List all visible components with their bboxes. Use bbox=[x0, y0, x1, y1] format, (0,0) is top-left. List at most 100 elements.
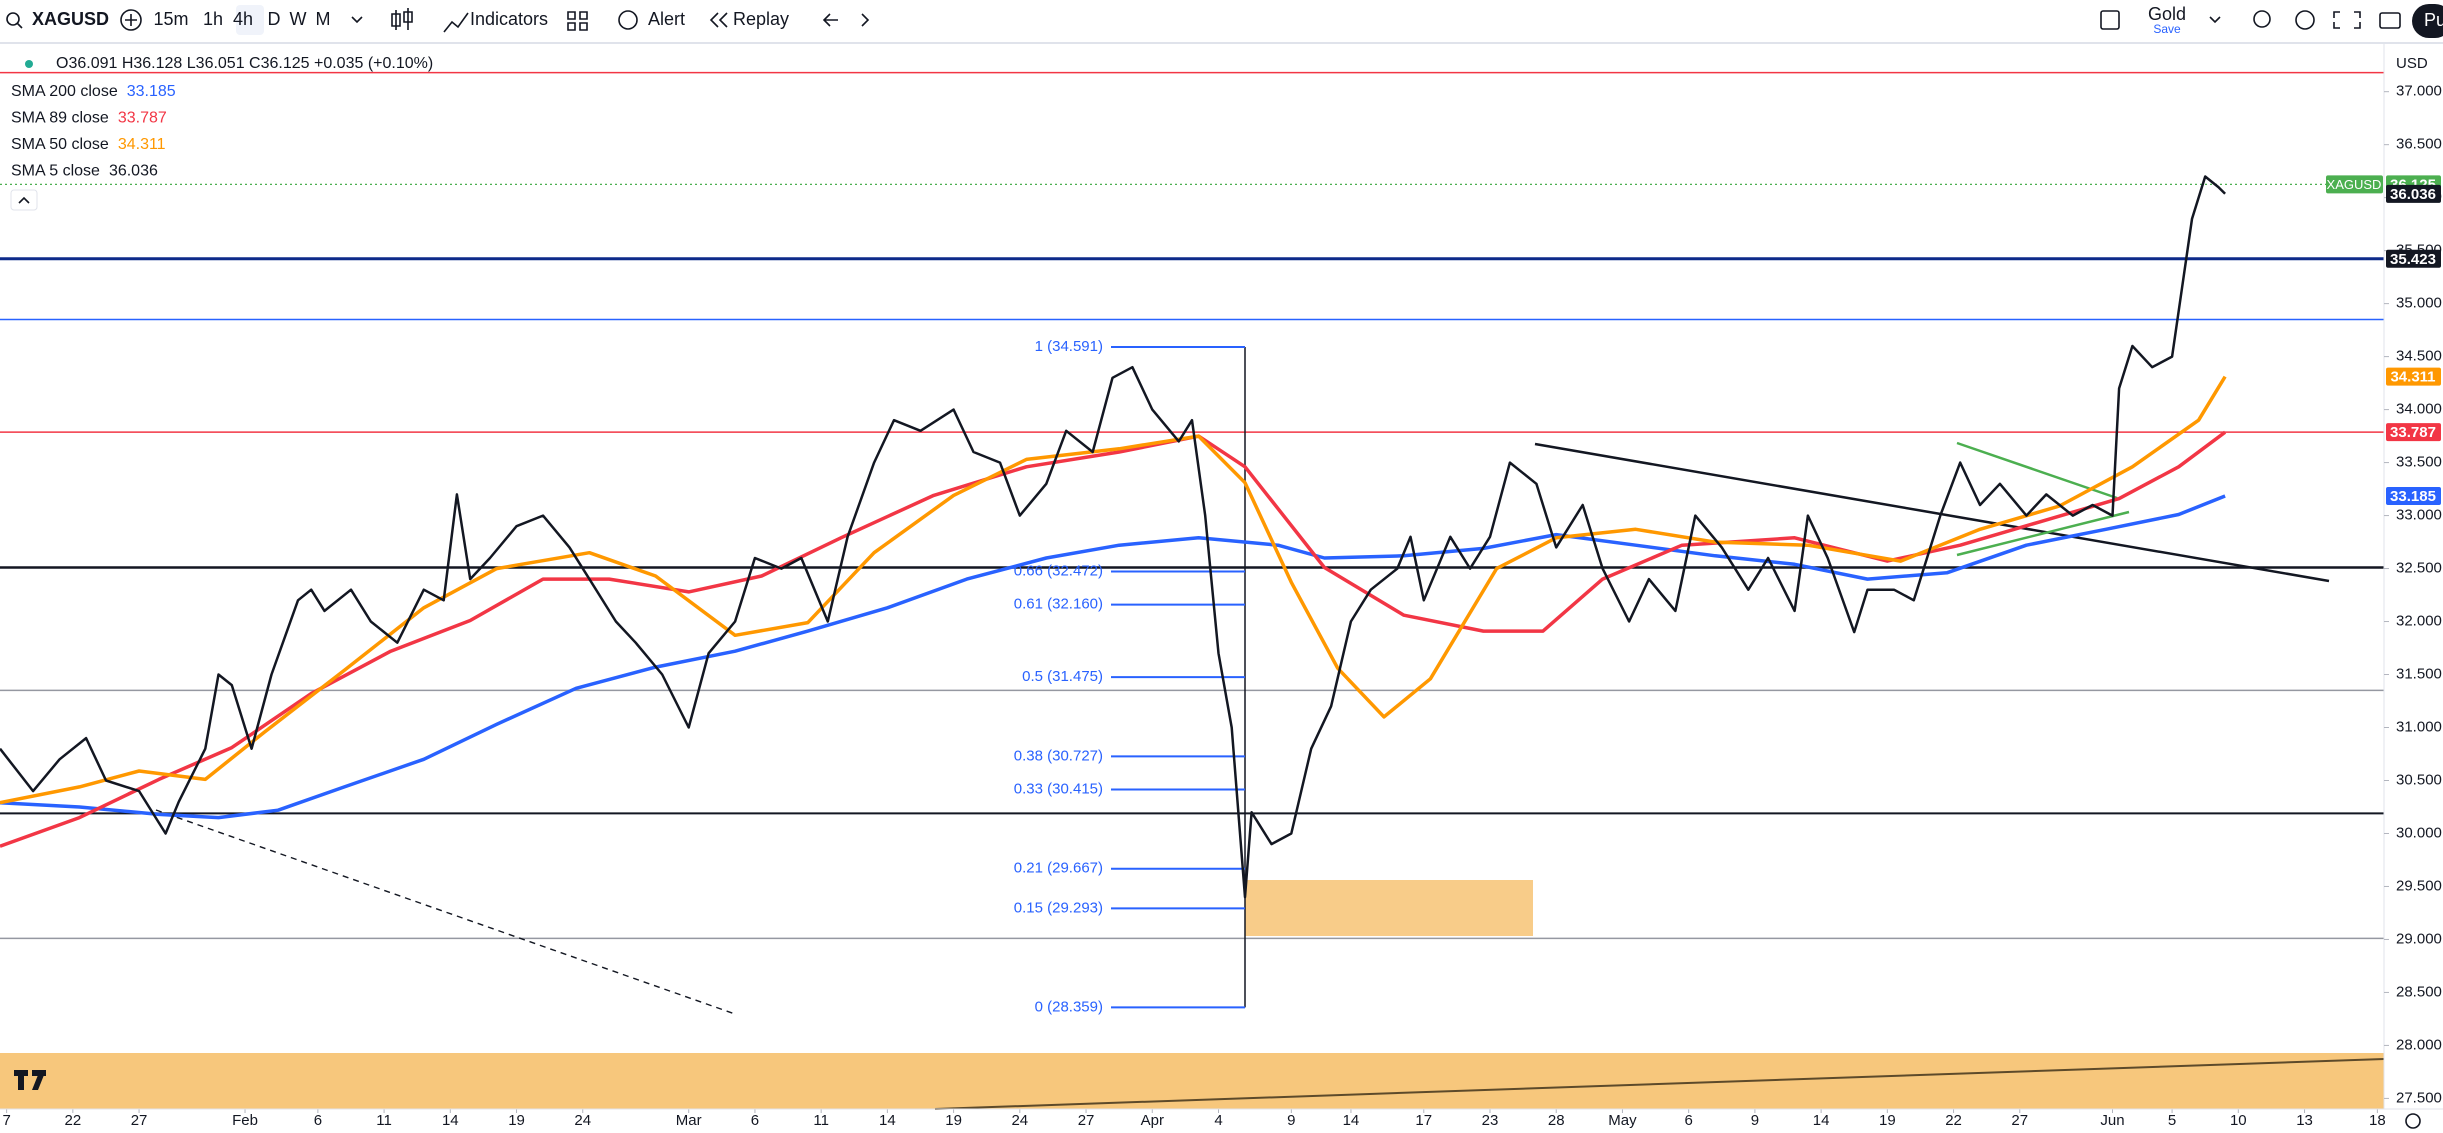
x-tick-label: 19 bbox=[508, 1112, 525, 1129]
interval[interactable]: M bbox=[316, 9, 331, 29]
fib-label: 0.33 (30.415) bbox=[1014, 780, 1103, 797]
y-tick-label: 34.000 bbox=[2396, 401, 2442, 418]
indicators-button[interactable]: Indicators bbox=[470, 9, 548, 29]
legend-name: SMA 200 close bbox=[11, 83, 118, 100]
fib-retracement: 1 (34.591) 0.66 (32.472) 0.61 (32.160) 0.5 … bbox=[1014, 338, 1246, 1015]
y-tick-label: 30.500 bbox=[2396, 771, 2442, 788]
series-line bbox=[0, 494, 2226, 820]
horizontal-lines bbox=[0, 71, 2384, 940]
y-tick-label: 29.500 bbox=[2396, 877, 2442, 894]
symbol-badge-bg bbox=[2326, 175, 2383, 194]
x-tick-label: 17 bbox=[1415, 1112, 1432, 1129]
status-dot bbox=[25, 60, 33, 68]
x-tick-label: 24 bbox=[574, 1112, 591, 1129]
intervals: 15m 1h 4h D W M bbox=[153, 9, 330, 29]
y-tick-label: 34.500 bbox=[2396, 348, 2442, 365]
ohlc-legend: O36.091 H36.128 L36.051 C36.125 +0.035 (… bbox=[56, 55, 433, 72]
replay-button[interactable]: Replay bbox=[733, 9, 789, 29]
x-tick-label: 13 bbox=[2296, 1112, 2313, 1129]
alert-button[interactable]: Alert bbox=[648, 9, 685, 29]
y-tick-label: 32.000 bbox=[2396, 613, 2442, 630]
interval[interactable]: 1h bbox=[203, 9, 223, 29]
legend-name: SMA 50 close bbox=[11, 136, 109, 153]
x-tick-label: 14 bbox=[879, 1112, 896, 1129]
x-tick-label: 7 bbox=[2, 1112, 10, 1129]
settings[interactable] bbox=[2295, 10, 2315, 30]
price-axis-bg bbox=[2384, 44, 2443, 1109]
templates[interactable] bbox=[567, 11, 588, 31]
add-symbol[interactable] bbox=[120, 9, 142, 31]
sma-badge-bg bbox=[2386, 367, 2441, 386]
quick-search[interactable] bbox=[2253, 10, 2271, 28]
y-tick-label: 28.000 bbox=[2396, 1036, 2442, 1053]
fib-label: 0 (28.359) bbox=[1035, 998, 1103, 1015]
settings-icon[interactable] bbox=[2405, 1113, 2421, 1129]
interval[interactable]: W bbox=[290, 9, 307, 29]
redo[interactable] bbox=[861, 13, 870, 27]
x-tick-label: Mar bbox=[676, 1112, 702, 1129]
y-tick-label: 35.000 bbox=[2396, 295, 2442, 312]
x-tick-label: 9 bbox=[1287, 1112, 1295, 1129]
dashed-trendline bbox=[155, 809, 736, 1015]
indicators-icon bbox=[443, 12, 469, 33]
y-tick-label: 28.500 bbox=[2396, 983, 2442, 1000]
undo[interactable] bbox=[822, 13, 838, 27]
x-tick-label: Feb bbox=[232, 1112, 258, 1129]
legend-value: 34.311 bbox=[118, 136, 166, 153]
symbol-badge: XAGUSD bbox=[2327, 177, 2382, 192]
x-tick-label: 19 bbox=[1879, 1112, 1896, 1129]
add-symbol-plus bbox=[125, 14, 137, 26]
x-tick-label: May bbox=[1608, 1112, 1637, 1129]
x-tick-label: 6 bbox=[751, 1112, 759, 1129]
collapse-legend[interactable] bbox=[10, 189, 38, 211]
fib-label: 1 (34.591) bbox=[1035, 338, 1103, 355]
fib-label: 0.38 (30.727) bbox=[1014, 747, 1103, 764]
symbol[interactable]: XAGUSD bbox=[32, 9, 109, 29]
x-tick-label: 27 bbox=[131, 1112, 148, 1129]
y-tick-label: 31.500 bbox=[2396, 665, 2442, 682]
toolbar bbox=[0, 0, 2443, 42]
y-tick-label: 33.000 bbox=[2396, 507, 2442, 524]
collapse-icon bbox=[18, 196, 30, 204]
interval[interactable]: 4h bbox=[233, 9, 253, 29]
x-tick-label: 14 bbox=[1813, 1112, 1830, 1129]
x-tick-label: 6 bbox=[1684, 1112, 1692, 1129]
x-tick-label: 27 bbox=[1078, 1112, 1095, 1129]
x-tick-label: Jun bbox=[2100, 1112, 2124, 1129]
y-tick-label: 27.500 bbox=[2396, 1089, 2442, 1106]
legend: SMA 200 close 33.185 SMA 89 close 33.787 SMA… bbox=[11, 83, 176, 180]
fullscreen[interactable] bbox=[2333, 11, 2361, 29]
interval[interactable]: 15m bbox=[153, 9, 188, 29]
series-line bbox=[0, 375, 2227, 805]
series-lines bbox=[0, 175, 2227, 899]
x-tick-label: 14 bbox=[1343, 1112, 1360, 1129]
layout-icon[interactable] bbox=[2100, 10, 2120, 30]
x-tick-label: 11 bbox=[376, 1112, 392, 1129]
x-tick-label: 24 bbox=[1011, 1112, 1028, 1129]
sma-badge-bg bbox=[2386, 423, 2441, 442]
interval-menu[interactable] bbox=[351, 16, 363, 24]
search-icon[interactable] bbox=[6, 12, 20, 26]
interval[interactable]: D bbox=[268, 9, 281, 29]
y-tick-label: 29.000 bbox=[2396, 930, 2442, 947]
x-tick-label: 23 bbox=[1482, 1112, 1499, 1129]
layout-menu[interactable] bbox=[2209, 16, 2221, 24]
search-icon-handle bbox=[16, 22, 23, 29]
x-tick-label: 22 bbox=[1945, 1112, 1962, 1129]
snapshot[interactable] bbox=[2379, 12, 2401, 29]
alert-icon bbox=[618, 10, 638, 30]
triangle-lower bbox=[1956, 510, 2130, 557]
y-tick-label: 33.500 bbox=[2396, 454, 2442, 471]
y-tick-label: 36.500 bbox=[2396, 136, 2442, 153]
layout-name[interactable]: Gold bbox=[2148, 4, 2186, 24]
sma-badge: 36.036 bbox=[2390, 186, 2436, 203]
fib-label: 0.61 (32.160) bbox=[1014, 596, 1103, 613]
save-status[interactable]: Save bbox=[2153, 22, 2181, 36]
y-tick-label: 30.000 bbox=[2396, 824, 2442, 841]
y-tick-label: 37.000 bbox=[2396, 83, 2442, 100]
y-tick-label: 31.000 bbox=[2396, 718, 2442, 735]
profile-button[interactable] bbox=[2412, 4, 2443, 38]
sma-badge-bg bbox=[2386, 184, 2441, 203]
x-tick-label: 10 bbox=[2230, 1112, 2247, 1129]
chart-type[interactable] bbox=[391, 8, 413, 30]
